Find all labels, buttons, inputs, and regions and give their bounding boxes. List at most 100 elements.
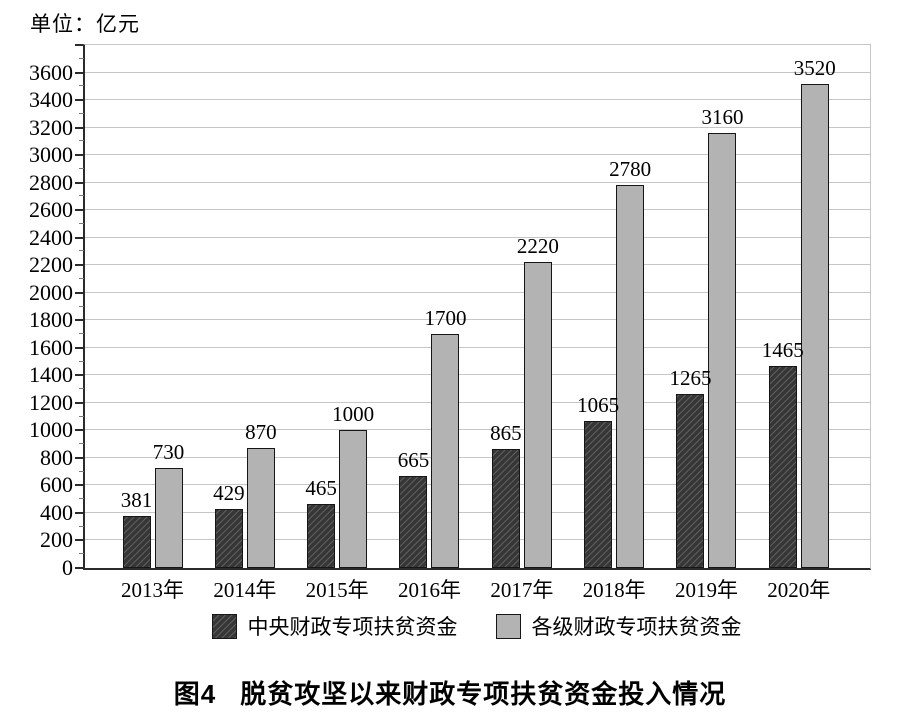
y-axis-major-tick	[75, 401, 83, 404]
x-tick-label: 2015年	[305, 578, 369, 602]
bar-central-funds	[214, 508, 243, 568]
gridline	[85, 126, 870, 128]
y-axis-minor-tick	[79, 85, 84, 87]
bar-local-funds	[246, 448, 275, 568]
y-axis-minor-tick	[79, 333, 84, 335]
y-tick-label: 1800	[29, 307, 73, 333]
gridline	[85, 429, 870, 431]
y-axis-major-tick	[75, 539, 83, 542]
bar-value-label: 3160	[701, 105, 744, 130]
gridline	[85, 71, 870, 73]
bar-value-label: 870	[245, 420, 277, 445]
y-tick-label: 2000	[29, 279, 73, 305]
y-tick-label: 0	[62, 555, 73, 580]
y-tick-label: 2200	[29, 252, 73, 278]
y-axis-major-tick	[75, 71, 83, 74]
y-axis-minor-tick	[79, 525, 84, 527]
y-tick-label: 1400	[29, 362, 73, 388]
y-tick-label: 3000	[29, 142, 73, 168]
bar-local-funds	[523, 262, 552, 568]
bar-central-funds	[122, 515, 151, 568]
y-axis-minor-tick	[79, 277, 84, 279]
y-axis-minor-tick	[79, 553, 84, 555]
bar-central-funds	[676, 393, 705, 568]
legend-item-central-funds: 中央财政专项扶贫资金	[211, 611, 458, 641]
bar-local-funds	[800, 83, 829, 568]
y-axis-minor-tick	[79, 305, 84, 307]
y-tick-label: 800	[40, 444, 73, 470]
bar-value-label: 865	[490, 420, 522, 445]
y-axis-major-tick	[75, 154, 83, 157]
gridline	[85, 539, 870, 541]
y-axis-major-tick	[75, 456, 83, 459]
x-tick-label: 2019年	[674, 578, 738, 602]
figure-caption: 图4 脱贫攻坚以来财政专项扶贫资金投入情况	[0, 674, 900, 711]
y-axis-minor-tick	[79, 195, 84, 197]
legend-swatch-light-solid-icon	[495, 613, 521, 639]
y-tick-label: 400	[40, 499, 73, 525]
y-axis-major-tick	[75, 126, 83, 129]
x-tick-label: 2018年	[582, 578, 646, 602]
figure-title: 脱贫攻坚以来财政专项扶贫资金投入情况	[240, 679, 727, 709]
y-tick-label: 200	[40, 527, 73, 553]
legend: 中央财政专项扶贫资金 各级财政专项扶贫资金	[83, 611, 870, 641]
bar-central-funds	[399, 476, 428, 568]
x-tick-label: 2014年	[213, 578, 277, 602]
y-axis-major-tick	[75, 484, 83, 487]
y-axis-minor-tick	[79, 498, 84, 500]
bar-value-label: 1000	[332, 402, 375, 427]
bar-value-label: 3520	[793, 55, 836, 80]
x-tick-label: 2016年	[397, 578, 461, 602]
bar-value-label: 2780	[609, 157, 652, 182]
y-axis-minor-tick	[79, 415, 84, 417]
bar-value-label: 1465	[761, 338, 804, 363]
plot-area: 0 200 400 600 800 1000 1200 1400 1600 1800 2000 220…	[29, 44, 871, 602]
bar-local-funds	[616, 185, 645, 568]
legend-swatch-dark-hatched-icon	[211, 613, 237, 639]
gridline	[85, 374, 870, 376]
y-tick-label: 2400	[29, 224, 73, 250]
y-tick-label: 2600	[29, 197, 73, 223]
y-axis-minor-tick	[79, 112, 84, 114]
y-tick-label: 3400	[29, 87, 73, 113]
x-tick-label: 2020年	[767, 578, 831, 602]
x-tick-label: 2013年	[121, 578, 184, 602]
y-axis-minor-tick	[79, 222, 84, 224]
y-axis-minor-tick	[79, 167, 84, 169]
unit-label: 单位：亿元	[30, 12, 140, 36]
bar-local-funds	[154, 467, 183, 568]
y-axis-minor-tick	[79, 443, 84, 445]
bar-value-label: 1700	[424, 306, 467, 331]
gridline	[85, 181, 870, 183]
bar-value-label: 465	[305, 476, 337, 501]
y-tick-label: 1200	[29, 389, 73, 415]
gridline	[85, 346, 870, 348]
gridline	[85, 154, 870, 156]
bar-value-label: 381	[120, 487, 153, 512]
legend-item-local-funds: 各级财政专项扶贫资金	[495, 611, 742, 641]
y-tick-label: 2800	[29, 169, 73, 195]
legend-label: 中央财政专项扶贫资金	[247, 615, 458, 639]
y-axis-minor-tick	[79, 57, 84, 59]
y-tick-label: 1600	[29, 334, 73, 360]
gridline	[85, 236, 870, 238]
y-axis-major-tick	[75, 99, 83, 102]
y-tick-label: 3600	[29, 59, 73, 85]
y-axis-major-tick	[75, 44, 83, 46]
y-axis-major-tick	[75, 236, 83, 239]
y-axis-minor-tick	[79, 250, 84, 252]
figure-number: 图4	[173, 679, 217, 709]
y-axis-major-tick	[75, 291, 83, 294]
y-axis-major-tick	[75, 346, 83, 349]
y-axis-minor-tick	[79, 360, 84, 362]
gridline	[85, 264, 870, 266]
gridline	[85, 209, 870, 211]
gridline	[85, 511, 870, 513]
gridline	[85, 401, 870, 403]
y-axis-minor-tick	[79, 470, 84, 472]
bar-central-funds	[584, 421, 613, 568]
y-axis-minor-tick	[79, 140, 84, 142]
bar-local-funds	[431, 334, 460, 568]
gridline	[85, 99, 870, 101]
legend-label: 各级财政专项扶贫资金	[531, 615, 742, 639]
